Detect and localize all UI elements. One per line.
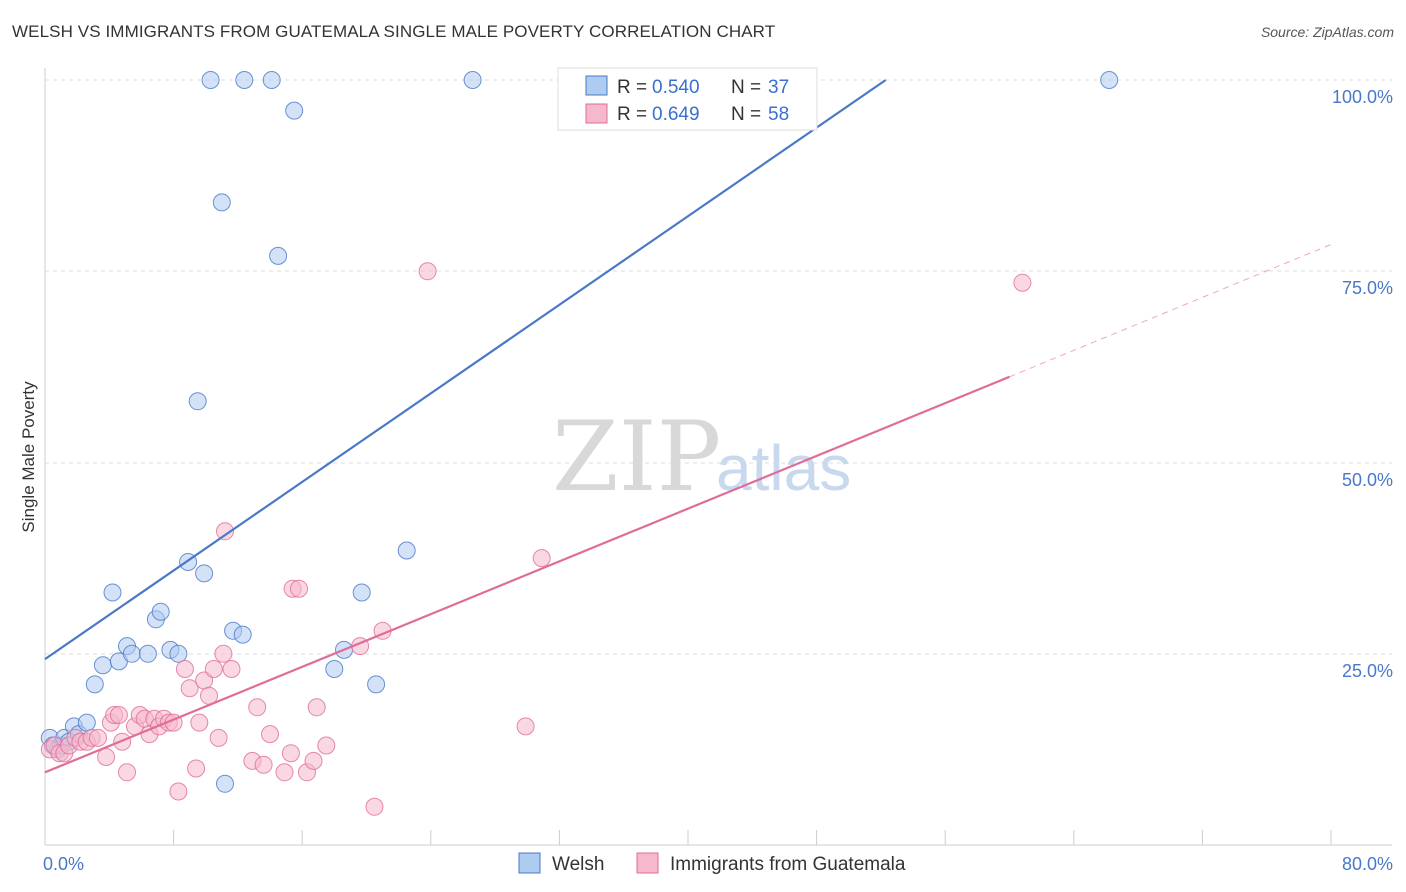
welsh-point <box>195 564 214 583</box>
guatemala-point <box>187 759 206 778</box>
welsh-point <box>201 71 220 89</box>
welsh-point <box>103 583 122 602</box>
guatemala-point <box>248 698 267 717</box>
guatemala-point <box>418 262 437 281</box>
guatemala-point <box>281 744 300 763</box>
welsh-point <box>93 656 112 675</box>
guatemala-point <box>222 660 241 678</box>
legend-guatemala-n-value: 58 <box>768 104 789 125</box>
guatemala-point <box>209 728 228 747</box>
welsh-trend-line <box>44 79 887 661</box>
welsh-point <box>212 193 231 212</box>
welsh-point <box>85 675 104 694</box>
source-label: Source: ZipAtlas.com <box>1260 24 1394 40</box>
guatemala-point <box>275 763 294 782</box>
trend-lines <box>44 79 1332 774</box>
bottom-legend-welsh-swatch <box>518 852 541 874</box>
guatemala-point <box>365 797 384 816</box>
welsh-point <box>463 71 482 89</box>
legend-guatemala-r-label: R = <box>617 104 647 125</box>
y-tick-label: 25.0% <box>1342 661 1393 681</box>
welsh-point <box>169 644 188 663</box>
guatemala-point <box>1013 273 1032 292</box>
legend-welsh-n-label: N = <box>731 77 761 98</box>
legend-box: R = 0.540 N = 37 R = 0.649 N = 58 <box>557 67 818 131</box>
guatemala-point <box>254 755 273 774</box>
welsh-point <box>77 713 96 732</box>
y-tick-label: 75.0% <box>1342 278 1393 298</box>
legend-welsh-n-value: 37 <box>768 77 789 98</box>
watermark: ZIP atlas <box>552 401 851 513</box>
guatemala-point <box>214 644 233 663</box>
x-tick-label-max: 80.0% <box>1342 854 1393 874</box>
welsh-point <box>122 644 141 663</box>
guatemala-point <box>190 713 209 732</box>
legend-guatemala-n-label: N = <box>731 104 761 125</box>
y-tick-label: 50.0% <box>1342 470 1393 490</box>
watermark-zip: ZIP <box>552 401 721 513</box>
gridlines <box>45 79 1392 655</box>
legend-guatemala-swatch <box>585 103 608 124</box>
guatemala-point <box>532 549 551 568</box>
guatemala-point <box>307 698 326 717</box>
welsh-point <box>138 644 157 663</box>
legend-guatemala-r-value: 0.649 <box>652 104 700 125</box>
guatemala-point <box>290 579 308 598</box>
bottom-legend: Welsh Immigrants from Guatemala <box>518 852 906 875</box>
guatemala-point <box>516 717 535 736</box>
bottom-legend-guatemala-swatch <box>636 852 659 874</box>
guatemala-point <box>109 706 128 724</box>
welsh-point <box>216 774 234 793</box>
guatemala-point <box>204 660 223 678</box>
data-points <box>40 71 1119 816</box>
welsh-point <box>233 625 252 644</box>
guatemala-point <box>304 751 323 770</box>
guatemala-point <box>317 736 336 755</box>
guatemala-point <box>89 728 107 747</box>
y-axis-label: Single Male Poverty <box>19 381 38 533</box>
welsh-point <box>285 101 304 120</box>
x-tick-label-min: 0.0% <box>43 854 84 874</box>
guatemala-point <box>216 522 234 541</box>
legend-welsh-r-value: 0.540 <box>652 77 700 98</box>
guatemala-point <box>261 725 279 744</box>
guatemala-trend-line <box>44 375 1010 774</box>
welsh-point <box>235 71 254 89</box>
axes: 100.0% 75.0% 50.0% 25.0% 0.0% 80.0% <box>43 68 1393 874</box>
welsh-point <box>397 541 416 560</box>
legend-welsh-swatch <box>585 75 608 96</box>
guatemala-point <box>180 679 199 698</box>
watermark-atlas: atlas <box>716 432 851 504</box>
welsh-point <box>188 392 207 411</box>
guatemala-point <box>175 660 194 678</box>
chart-title: WELSH VS IMMIGRANTS FROM GUATEMALA SINGL… <box>12 22 776 41</box>
y-tick-label: 100.0% <box>1332 87 1393 107</box>
guatemala-point <box>97 748 116 766</box>
welsh-point <box>325 660 344 678</box>
welsh-point <box>262 71 281 89</box>
welsh-point <box>367 675 386 694</box>
guatemala-point <box>169 782 188 801</box>
welsh-point <box>269 246 288 265</box>
welsh-point <box>352 583 371 602</box>
bottom-legend-guatemala-label: Immigrants from Guatemala <box>670 854 906 875</box>
welsh-point <box>151 602 170 621</box>
bottom-legend-welsh-label: Welsh <box>552 854 604 875</box>
guatemala-trend-extension <box>1009 244 1332 378</box>
welsh-point <box>1100 71 1119 89</box>
guatemala-point <box>118 763 136 782</box>
legend-welsh-r-label: R = <box>617 77 647 98</box>
